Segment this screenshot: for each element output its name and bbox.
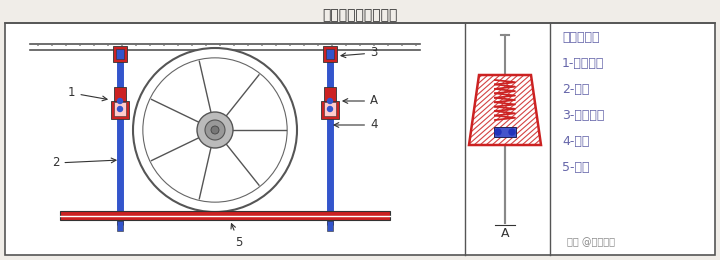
Bar (494, 127, 516, 137)
Text: ·: · (106, 41, 110, 54)
Text: 符号说明：: 符号说明： (562, 31, 600, 44)
Text: ·: · (50, 41, 54, 54)
Text: ·: · (176, 41, 180, 54)
Circle shape (328, 107, 333, 112)
Bar (60, 211, 390, 220)
Text: ·: · (232, 41, 236, 54)
Text: A: A (500, 227, 509, 240)
Bar (114, 87, 126, 103)
Text: 5-槽钢: 5-槽钢 (562, 161, 590, 174)
Text: ·: · (78, 41, 82, 54)
Text: ·: · (316, 41, 320, 54)
Text: 4: 4 (334, 119, 377, 132)
Bar (117, 221, 123, 231)
Text: ·: · (330, 41, 334, 54)
Text: ·: · (372, 41, 376, 54)
Text: ·: · (400, 41, 404, 54)
Bar (111, 101, 129, 119)
Bar (116, 49, 124, 59)
Text: ·: · (134, 41, 138, 54)
Text: ·: · (274, 41, 278, 54)
Text: ·: · (302, 41, 306, 54)
Circle shape (133, 48, 297, 212)
Text: ·: · (288, 41, 292, 54)
Text: ·: · (218, 41, 222, 54)
Bar (5, 23, 715, 255)
Circle shape (117, 107, 122, 112)
Bar (326, 49, 334, 59)
Text: ·: · (414, 41, 418, 54)
Circle shape (328, 99, 333, 103)
Circle shape (495, 129, 501, 135)
Circle shape (211, 126, 219, 134)
Text: 3: 3 (341, 47, 377, 60)
Circle shape (143, 58, 287, 202)
Bar (113, 46, 127, 62)
Text: 2-吊杆: 2-吊杆 (562, 83, 590, 96)
Text: 2: 2 (52, 157, 116, 170)
Text: 1-减振弹簧: 1-减振弹簧 (562, 57, 604, 70)
Text: 头条 @暖通南社: 头条 @暖通南社 (567, 237, 615, 247)
Circle shape (117, 99, 122, 103)
Circle shape (509, 129, 515, 135)
Circle shape (205, 120, 225, 140)
Text: ·: · (260, 41, 264, 54)
Text: ·: · (64, 41, 68, 54)
Polygon shape (469, 75, 541, 145)
Text: A: A (343, 94, 378, 107)
Bar (324, 102, 336, 116)
Text: 5: 5 (231, 224, 243, 249)
Bar (321, 101, 339, 119)
Text: 4-风机: 4-风机 (562, 135, 590, 148)
Text: ·: · (190, 41, 194, 54)
Text: ·: · (36, 41, 40, 54)
Text: ·: · (246, 41, 250, 54)
Text: ·: · (344, 41, 348, 54)
Text: ·: · (204, 41, 208, 54)
Text: 轴流风机减振示意图: 轴流风机减振示意图 (323, 8, 397, 22)
Text: ·: · (358, 41, 362, 54)
Text: ·: · (92, 41, 96, 54)
Bar (327, 221, 333, 231)
Text: 1: 1 (68, 87, 107, 101)
Bar (114, 102, 126, 116)
Text: ·: · (148, 41, 152, 54)
Text: ·: · (162, 41, 166, 54)
Text: ·: · (120, 41, 124, 54)
Bar (323, 46, 337, 62)
Bar (324, 87, 336, 103)
Circle shape (197, 112, 233, 148)
Text: ·: · (386, 41, 390, 54)
Text: 3-膨胀螺栓: 3-膨胀螺栓 (562, 109, 604, 122)
